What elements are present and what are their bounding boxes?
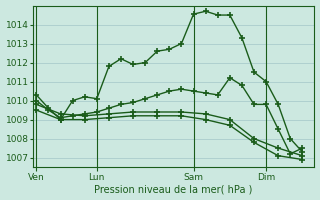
X-axis label: Pression niveau de la mer( hPa ): Pression niveau de la mer( hPa ): [94, 184, 253, 194]
